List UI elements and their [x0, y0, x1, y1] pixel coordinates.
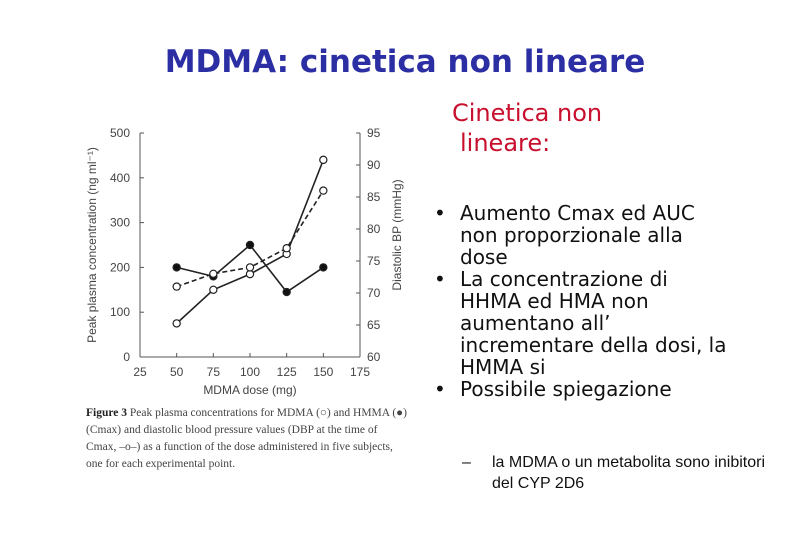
data-point-dbp [282, 243, 291, 253]
x-tick-label: 100 [240, 365, 260, 379]
slide-title: MDMA: cinetica non lineare [164, 44, 646, 80]
subtitle-line-2: lineare: [460, 129, 551, 157]
x-tick-label: 150 [313, 365, 333, 379]
y2-tick-label: 90 [367, 158, 381, 172]
y-axis-label: Peak plasma concentration (ng ml⁻¹) [85, 147, 99, 343]
data-point-hmma [172, 263, 181, 272]
bullet-item: Aumento Cmax ed AUC non proporzionale al… [430, 202, 730, 268]
subtitle: Cinetica non lineare: [452, 98, 602, 158]
y2-tick-label: 65 [367, 318, 381, 332]
y-tick-label: 0 [123, 350, 130, 364]
figure-caption-text: Peak plasma concentrations for MDMA (○) … [86, 407, 407, 470]
y2-axis-label: Diastolic BP (mmHg) [390, 179, 404, 290]
data-point-mdma [172, 319, 181, 328]
y2-tick-label: 85 [367, 190, 381, 204]
sub-bullet-text: la MDMA o un metabolita sono inibitori d… [492, 454, 766, 492]
data-point-dbp [319, 186, 328, 195]
y-tick-label: 500 [110, 126, 130, 140]
y2-tick-label: 70 [367, 286, 381, 300]
bullet-item: La concentrazione di HHMA ed HMA non aum… [430, 268, 730, 378]
y-tick-label: 400 [110, 171, 130, 185]
y2-tick-label: 80 [367, 222, 381, 236]
data-point-hmma [319, 263, 328, 272]
data-point-dbp [245, 263, 255, 272]
data-point-mdma [209, 285, 218, 294]
figure-label: Figure 3 [86, 407, 127, 419]
y2-tick-label: 60 [367, 350, 381, 364]
y2-tick-label: 95 [367, 126, 381, 140]
y-tick-label: 300 [110, 216, 130, 230]
x-axis-label: MDMA dose (mg) [203, 383, 296, 397]
data-point-hmma [282, 287, 291, 297]
y-tick-label: 200 [110, 260, 130, 274]
sub-bullet: – la MDMA o un metabolita sono inibitori… [462, 452, 782, 494]
sub-bullet-marker: – [462, 454, 471, 471]
subtitle-line-1: Cinetica non [452, 99, 603, 127]
data-point-hmma [245, 240, 255, 250]
bullet-item: Possibile spiegazione [430, 378, 730, 400]
x-tick-label: 75 [207, 365, 221, 379]
data-point-dbp [209, 269, 218, 278]
data-point-mdma [319, 155, 328, 165]
bullet-list: Aumento Cmax ed AUC non proporzionale al… [430, 202, 730, 400]
data-point-dbp [172, 282, 181, 291]
x-tick-label: 125 [277, 365, 297, 379]
x-tick-label: 50 [170, 365, 184, 379]
x-tick-label: 25 [133, 365, 147, 379]
y2-tick-label: 75 [367, 254, 381, 268]
figure-caption: Figure 3 Peak plasma concentrations for … [86, 405, 408, 473]
x-tick-label: 175 [350, 365, 370, 379]
y-tick-label: 100 [110, 305, 130, 319]
